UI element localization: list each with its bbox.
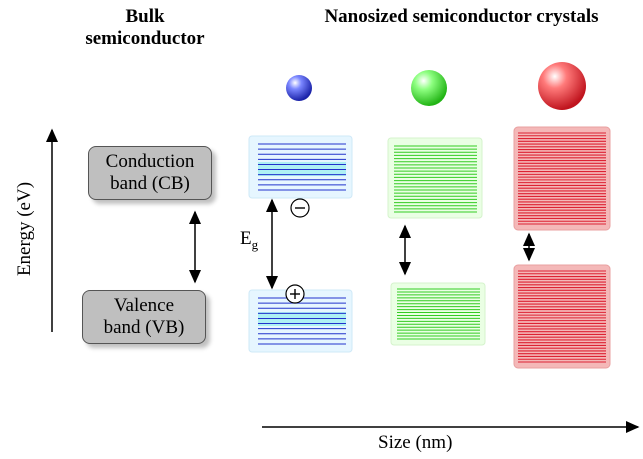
bulk-title: Bulk semiconductor bbox=[60, 6, 230, 50]
large-crystal-sphere bbox=[538, 62, 586, 110]
nano-title: Nanosized semiconductor crystals bbox=[324, 6, 599, 27]
bulk-title-line2: semiconductor bbox=[85, 28, 205, 49]
conduction-band-line2: band (CB) bbox=[110, 173, 190, 194]
valence-band-line1: Valence bbox=[113, 295, 175, 316]
small-crystal-cb bbox=[248, 135, 353, 199]
small-crystal-vb bbox=[248, 289, 353, 353]
band-gap-label: Eg bbox=[240, 228, 258, 253]
bulk-title-line1: Bulk bbox=[125, 6, 165, 27]
small-crystal-sphere bbox=[286, 75, 312, 101]
electron-symbol bbox=[290, 198, 310, 218]
large-crystal-cb bbox=[513, 126, 611, 231]
valence-band-box: Valence band (VB) bbox=[82, 290, 206, 344]
band-highlight bbox=[258, 312, 346, 326]
conduction-band-line1: Conduction bbox=[105, 151, 195, 172]
band-highlight bbox=[258, 162, 346, 176]
band-gap-symbol: E bbox=[240, 228, 252, 249]
band-gap-subscript: g bbox=[251, 236, 259, 252]
medium-crystal-vb bbox=[390, 282, 486, 346]
large-crystal-vb bbox=[513, 264, 611, 369]
conduction-band-box: Conduction band (CB) bbox=[88, 146, 212, 200]
size-axis-label: Size (nm) bbox=[378, 432, 453, 453]
hole-symbol bbox=[285, 284, 305, 304]
medium-crystal-cb bbox=[387, 137, 483, 219]
medium-crystal-sphere bbox=[411, 70, 447, 106]
valence-band-line2: band (VB) bbox=[103, 317, 185, 338]
